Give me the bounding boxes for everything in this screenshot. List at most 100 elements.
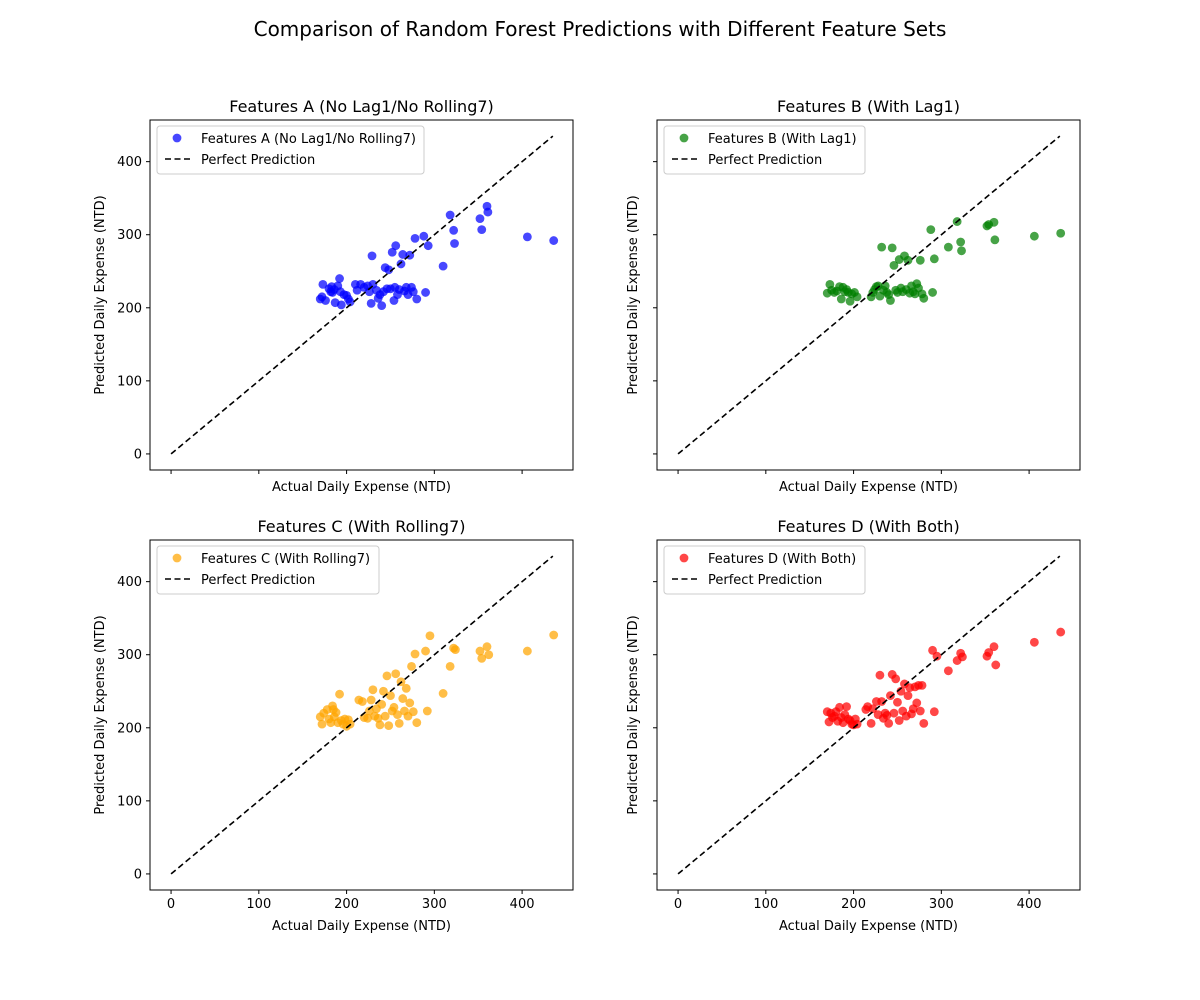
y-tick-label: 0 <box>134 867 142 882</box>
scatter-point <box>377 301 387 310</box>
scatter-point <box>990 235 1000 245</box>
subplot-title-b: Features B (With Lag1) <box>777 97 960 116</box>
scatter-point <box>384 265 394 275</box>
scatter-point <box>408 707 418 717</box>
plot-area-a <box>170 135 559 455</box>
x-tick-label: 300 <box>929 897 954 912</box>
scatter-point <box>845 296 855 306</box>
y-axis-label-d: Predicted Daily Expense (NTD) <box>626 615 641 814</box>
subplot-title-a: Features A (No Lag1/No Rolling7) <box>229 97 494 116</box>
scatter-point <box>366 695 376 705</box>
scatter-point <box>483 207 493 217</box>
scatter-point <box>915 255 925 265</box>
axes-frame-d <box>656 539 1081 891</box>
legend-c: Features C (With Rolling7) Perfect Predic… <box>156 545 380 595</box>
scatter-point <box>984 648 994 657</box>
subplot-title-d: Features D (With Both) <box>777 517 959 536</box>
scatter-point <box>919 293 929 303</box>
scatter-point <box>398 250 408 259</box>
scatter-point <box>917 681 927 690</box>
scatter-point <box>422 706 432 716</box>
legend-box <box>663 125 866 175</box>
scatter-point <box>366 299 376 308</box>
scatter-point <box>379 686 388 696</box>
legend-label: Features C (With Rolling7) <box>201 552 370 567</box>
y-axis-label-a: Predicted Daily Expense (NTD) <box>93 195 108 394</box>
scatter-point <box>912 698 922 708</box>
scatter-point <box>852 292 862 302</box>
scatter-point <box>387 247 397 257</box>
scatter-point <box>389 702 399 712</box>
scatter-point <box>893 697 902 707</box>
y-tick-label: 100 <box>117 374 142 389</box>
legend-marker <box>172 133 182 143</box>
scatter-point <box>421 646 430 656</box>
y-tick-label: 400 <box>117 155 142 170</box>
scatter-point <box>894 716 904 725</box>
scatter-point <box>477 225 487 235</box>
x-tick-label: 200 <box>841 897 866 912</box>
scatter-point <box>391 241 401 251</box>
legend-label: Perfect Prediction <box>201 573 315 588</box>
legend-a: Features A (No Lag1/No Rolling7) Perfect … <box>156 125 425 175</box>
scatter-point <box>382 671 392 681</box>
x-tick-label: 100 <box>246 897 271 912</box>
scatter-point <box>375 720 385 730</box>
scatter-point <box>398 694 408 703</box>
y-tick-label: 400 <box>117 575 142 590</box>
scatter-point <box>425 631 435 641</box>
scatter-point <box>451 645 460 655</box>
scatter-point <box>396 259 406 269</box>
perfect-prediction-line <box>170 555 554 875</box>
scatter-point <box>836 294 846 304</box>
scatter-point <box>929 707 939 717</box>
scatter-point <box>423 241 433 251</box>
x-tick-label: 0 <box>674 897 682 912</box>
x-axis-label-c: Actual Daily Expense (NTD) <box>272 919 451 934</box>
scatter-point <box>408 287 418 297</box>
y-tick-label: 200 <box>117 721 142 736</box>
legend-label: Features B (With Lag1) <box>708 132 857 147</box>
y-tick-label: 200 <box>117 301 142 316</box>
scatter-point <box>405 698 415 708</box>
scatter-point <box>884 719 894 728</box>
subplots-container: Features A (No Lag1/No Rolling7) 0 100 200 3… <box>93 97 1081 934</box>
scatter-point <box>887 243 897 253</box>
scatter-point <box>331 708 341 717</box>
scatter-point <box>407 662 416 671</box>
scatter-point <box>929 254 939 264</box>
figure-suptitle: Comparison of Random Forest Predictions … <box>254 17 947 41</box>
scatter-point <box>882 710 892 720</box>
scatter-point <box>482 642 492 652</box>
scatter-point <box>926 225 936 235</box>
scatter-point <box>889 708 899 718</box>
scatter-point <box>401 683 411 693</box>
subplot-d: Features D (With Both) 0 100 200 300 400 Actua… <box>626 517 1081 934</box>
scatter-point <box>410 233 420 243</box>
scatter-point <box>419 231 429 241</box>
scatter-point <box>928 288 937 297</box>
legend-box <box>156 545 380 595</box>
scatter-point <box>891 674 901 684</box>
axes-frame-a <box>149 119 574 471</box>
plot-area-d <box>677 555 1066 875</box>
scatter-point <box>317 719 327 729</box>
legend-box <box>663 545 866 595</box>
scatter-point <box>345 297 355 307</box>
scatter-point <box>1056 228 1066 238</box>
legend-label: Perfect Prediction <box>708 573 822 588</box>
scatter-point <box>866 719 876 728</box>
scatter-point <box>549 630 559 640</box>
x-tick-label: 0 <box>167 897 175 912</box>
subplot-title-c: Features C (With Rolling7) <box>257 517 465 536</box>
scatter-point <box>450 239 459 248</box>
scatter-point <box>445 662 455 671</box>
scatter-point <box>336 300 346 310</box>
scatter-point <box>956 237 966 247</box>
legend-label: Perfect Prediction <box>708 153 822 168</box>
subplot-b: Features B (With Lag1) Actual Daily Expen… <box>626 97 1081 495</box>
scatter-point <box>877 697 887 706</box>
scatter-point <box>386 691 395 701</box>
scatter-point <box>875 670 885 680</box>
